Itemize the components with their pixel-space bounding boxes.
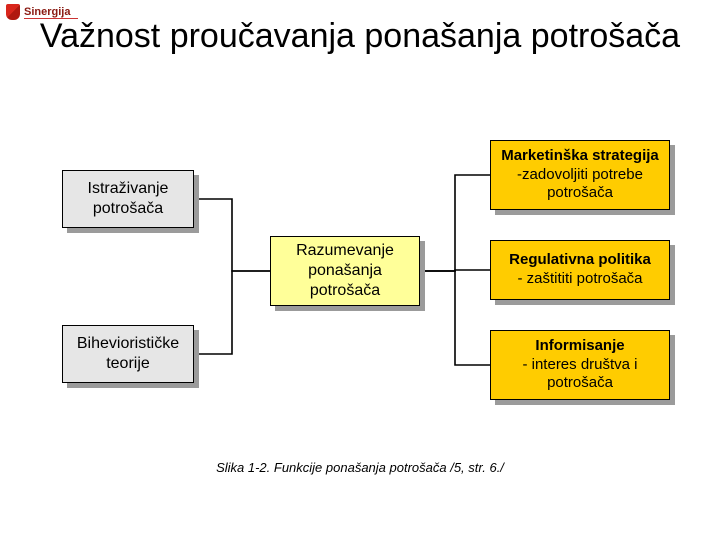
node-line: potrošača [310, 281, 380, 301]
node-line: potrošača [547, 374, 613, 393]
edge [420, 271, 490, 365]
node-line: potrošača [547, 184, 613, 203]
diagram-node-n5: Regulativna politika- zaštititi potrošač… [490, 240, 670, 300]
node-line: - interes društva i [522, 356, 637, 375]
node-line: Razumevanje [296, 241, 394, 261]
node-line: Informisanje [535, 337, 624, 356]
node-line: Marketinška strategija [501, 147, 659, 166]
diagram-node-n3: Razumevanjeponašanjapotrošača [270, 236, 420, 306]
node-line: Biheviorističke [77, 334, 179, 354]
edge [420, 270, 490, 271]
edge [194, 271, 270, 354]
figure-caption: Slika 1-2. Funkcije ponašanja potrošača … [0, 460, 720, 475]
diagram-node-n1: Istraživanjepotrošača [62, 170, 194, 228]
node-line: Regulativna politika [509, 251, 651, 270]
diagram-canvas: IstraživanjepotrošačaBiheviorističketeor… [0, 130, 720, 470]
edge [420, 175, 490, 271]
diagram-node-n2: Biheviorističketeorije [62, 325, 194, 383]
diagram-node-n4: Marketinška strategija-zadovoljiti potre… [490, 140, 670, 210]
node-line: -zadovoljiti potrebe [517, 166, 643, 185]
diagram-node-n6: Informisanje- interes društva ipotrošača [490, 330, 670, 400]
node-line: teorije [106, 354, 150, 374]
edge [194, 199, 270, 271]
node-line: Istraživanje [88, 179, 169, 199]
node-line: potrošača [93, 199, 163, 219]
node-line: ponašanja [308, 261, 382, 281]
node-line: - zaštititi potrošača [517, 270, 642, 289]
page-title: Važnost proučavanja ponašanja potrošača [0, 18, 720, 55]
